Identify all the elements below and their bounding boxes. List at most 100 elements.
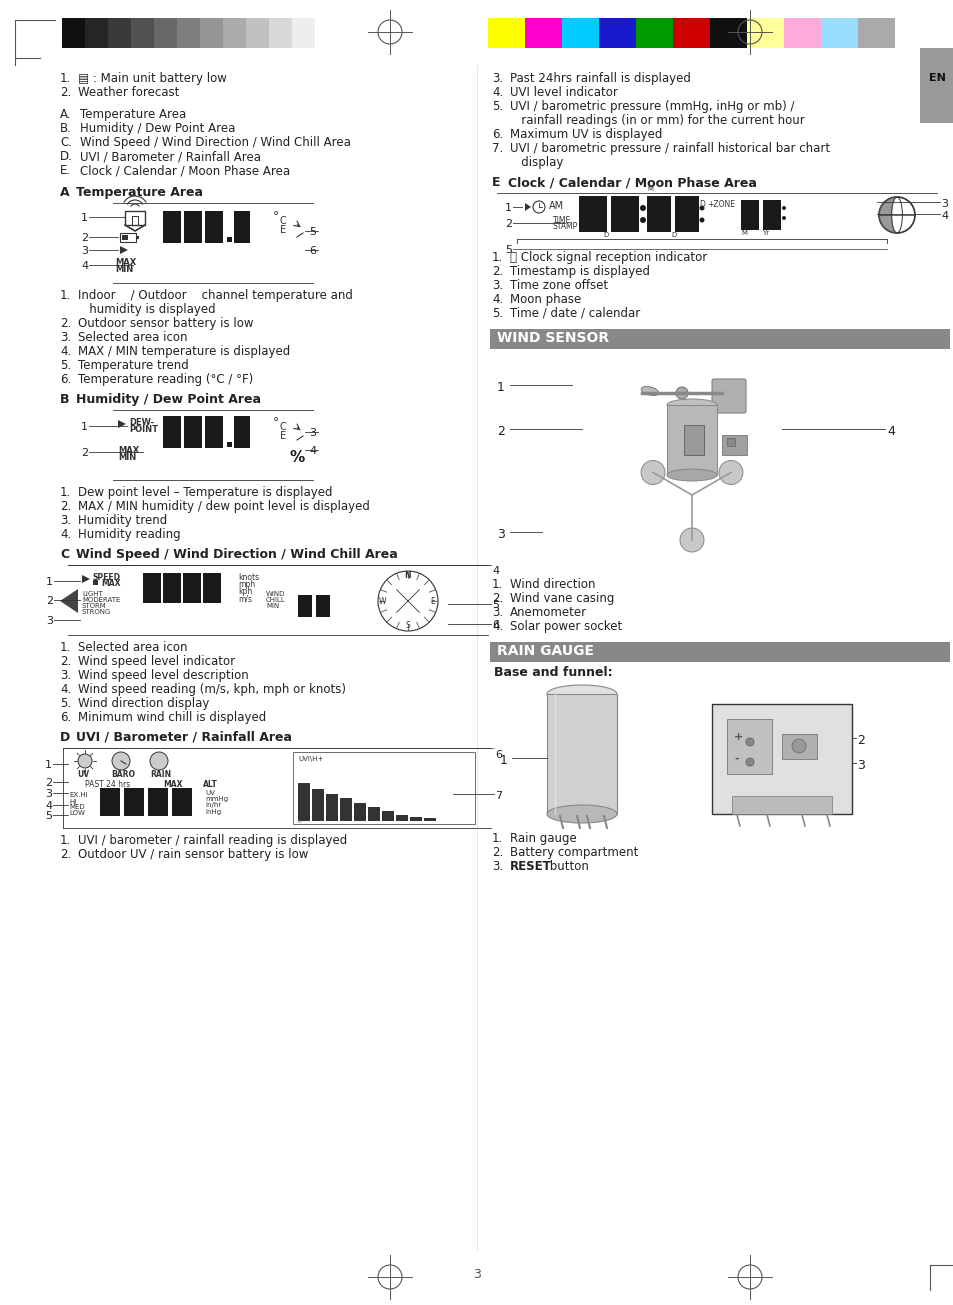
- Text: MODERATE: MODERATE: [82, 596, 120, 603]
- Bar: [561, 18, 598, 48]
- Text: 6.: 6.: [60, 711, 71, 724]
- Bar: [490, 329, 949, 348]
- Text: 2.: 2.: [492, 265, 503, 278]
- Text: B.: B.: [60, 121, 71, 134]
- Text: RESET: RESET: [510, 860, 551, 873]
- Text: 1.: 1.: [60, 485, 71, 499]
- Text: display: display: [510, 157, 563, 170]
- Text: 3.: 3.: [492, 860, 502, 873]
- Text: D: D: [670, 232, 676, 238]
- Text: humidity is displayed: humidity is displayed: [78, 303, 215, 316]
- Text: M: M: [740, 230, 746, 236]
- Text: Humidity / Dew Point Area: Humidity / Dew Point Area: [80, 121, 235, 134]
- Bar: [709, 18, 746, 48]
- Text: 5.: 5.: [60, 697, 71, 710]
- Text: 3: 3: [497, 529, 504, 542]
- Bar: [125, 211, 145, 224]
- Text: inHg: inHg: [205, 809, 221, 816]
- Bar: [62, 18, 85, 48]
- Text: 2: 2: [856, 733, 864, 746]
- Text: UV: UV: [205, 790, 214, 796]
- Text: 4: 4: [940, 211, 947, 221]
- Text: D: D: [60, 731, 71, 744]
- Bar: [746, 18, 783, 48]
- Text: 3.: 3.: [492, 279, 502, 292]
- Text: rainfall readings (in or mm) for the current hour: rainfall readings (in or mm) for the cur…: [510, 114, 804, 127]
- Text: Wind direction display: Wind direction display: [78, 697, 209, 710]
- Text: Wind vane casing: Wind vane casing: [510, 592, 614, 606]
- Text: W: W: [379, 596, 386, 606]
- Text: 1: 1: [45, 760, 52, 770]
- Bar: [683, 425, 703, 455]
- Text: 4: 4: [886, 425, 894, 438]
- Text: LOW: LOW: [69, 810, 85, 816]
- Ellipse shape: [546, 805, 617, 823]
- Bar: [184, 211, 202, 243]
- Circle shape: [639, 217, 645, 223]
- Text: Battery compartment: Battery compartment: [510, 846, 638, 859]
- Text: 1.: 1.: [60, 834, 71, 847]
- Text: 1: 1: [46, 577, 53, 587]
- Bar: [163, 211, 181, 243]
- Circle shape: [676, 388, 687, 399]
- Text: 1: 1: [81, 422, 88, 432]
- Bar: [524, 18, 561, 48]
- Text: 3: 3: [309, 428, 315, 438]
- Text: SPEED: SPEED: [92, 573, 121, 582]
- Text: UVI / barometric pressure (mmHg, inHg or mb) /: UVI / barometric pressure (mmHg, inHg or…: [510, 100, 794, 114]
- Text: 6.: 6.: [492, 128, 503, 141]
- Circle shape: [699, 205, 703, 210]
- Text: MAX: MAX: [101, 579, 120, 589]
- Text: 6: 6: [309, 247, 315, 256]
- Text: 2.: 2.: [60, 500, 71, 513]
- Text: °: °: [273, 416, 279, 429]
- Text: 4.: 4.: [492, 620, 503, 633]
- Text: 1: 1: [499, 754, 507, 767]
- Text: 6: 6: [495, 750, 501, 760]
- Circle shape: [112, 752, 130, 770]
- Circle shape: [719, 461, 742, 484]
- Text: Weather forecast: Weather forecast: [78, 86, 179, 99]
- Text: MAX: MAX: [163, 780, 182, 790]
- Bar: [314, 18, 337, 48]
- Bar: [821, 18, 857, 48]
- Ellipse shape: [640, 386, 659, 395]
- Text: 7.: 7.: [492, 142, 503, 155]
- Bar: [339, 797, 352, 821]
- Text: +ZONE: +ZONE: [706, 200, 734, 209]
- FancyBboxPatch shape: [711, 378, 745, 412]
- Text: MIN: MIN: [266, 603, 279, 609]
- Bar: [726, 438, 734, 446]
- Circle shape: [679, 529, 703, 552]
- Bar: [227, 238, 232, 241]
- Bar: [762, 200, 781, 230]
- Bar: [163, 573, 181, 603]
- Text: Indoor    / Outdoor    channel temperature and: Indoor / Outdoor channel temperature and: [78, 288, 353, 301]
- Bar: [183, 573, 201, 603]
- Text: 6.: 6.: [60, 373, 71, 386]
- Bar: [153, 18, 177, 48]
- Text: Time / date / calendar: Time / date / calendar: [510, 307, 639, 320]
- Bar: [233, 416, 250, 448]
- Bar: [200, 18, 223, 48]
- Text: 5.: 5.: [60, 359, 71, 372]
- Text: mmHg: mmHg: [205, 796, 228, 803]
- Text: D: D: [699, 200, 704, 209]
- Text: Temperature Area: Temperature Area: [76, 187, 203, 198]
- Text: MIN: MIN: [115, 265, 133, 274]
- Text: C.: C.: [60, 136, 71, 149]
- Text: 1: 1: [81, 213, 88, 223]
- Bar: [721, 435, 746, 455]
- Text: Temperature trend: Temperature trend: [78, 359, 189, 372]
- Text: 4.: 4.: [60, 345, 71, 358]
- Text: MAX / MIN temperature is displayed: MAX / MIN temperature is displayed: [78, 345, 290, 358]
- Text: 2.: 2.: [492, 592, 503, 606]
- Text: 1.: 1.: [60, 641, 71, 654]
- Bar: [610, 196, 639, 232]
- Text: MED: MED: [69, 804, 85, 810]
- Bar: [205, 211, 223, 243]
- Text: STORM: STORM: [82, 603, 107, 609]
- Text: RAIN: RAIN: [150, 770, 171, 779]
- Text: EN: EN: [927, 73, 944, 84]
- Text: WIND: WIND: [266, 591, 285, 596]
